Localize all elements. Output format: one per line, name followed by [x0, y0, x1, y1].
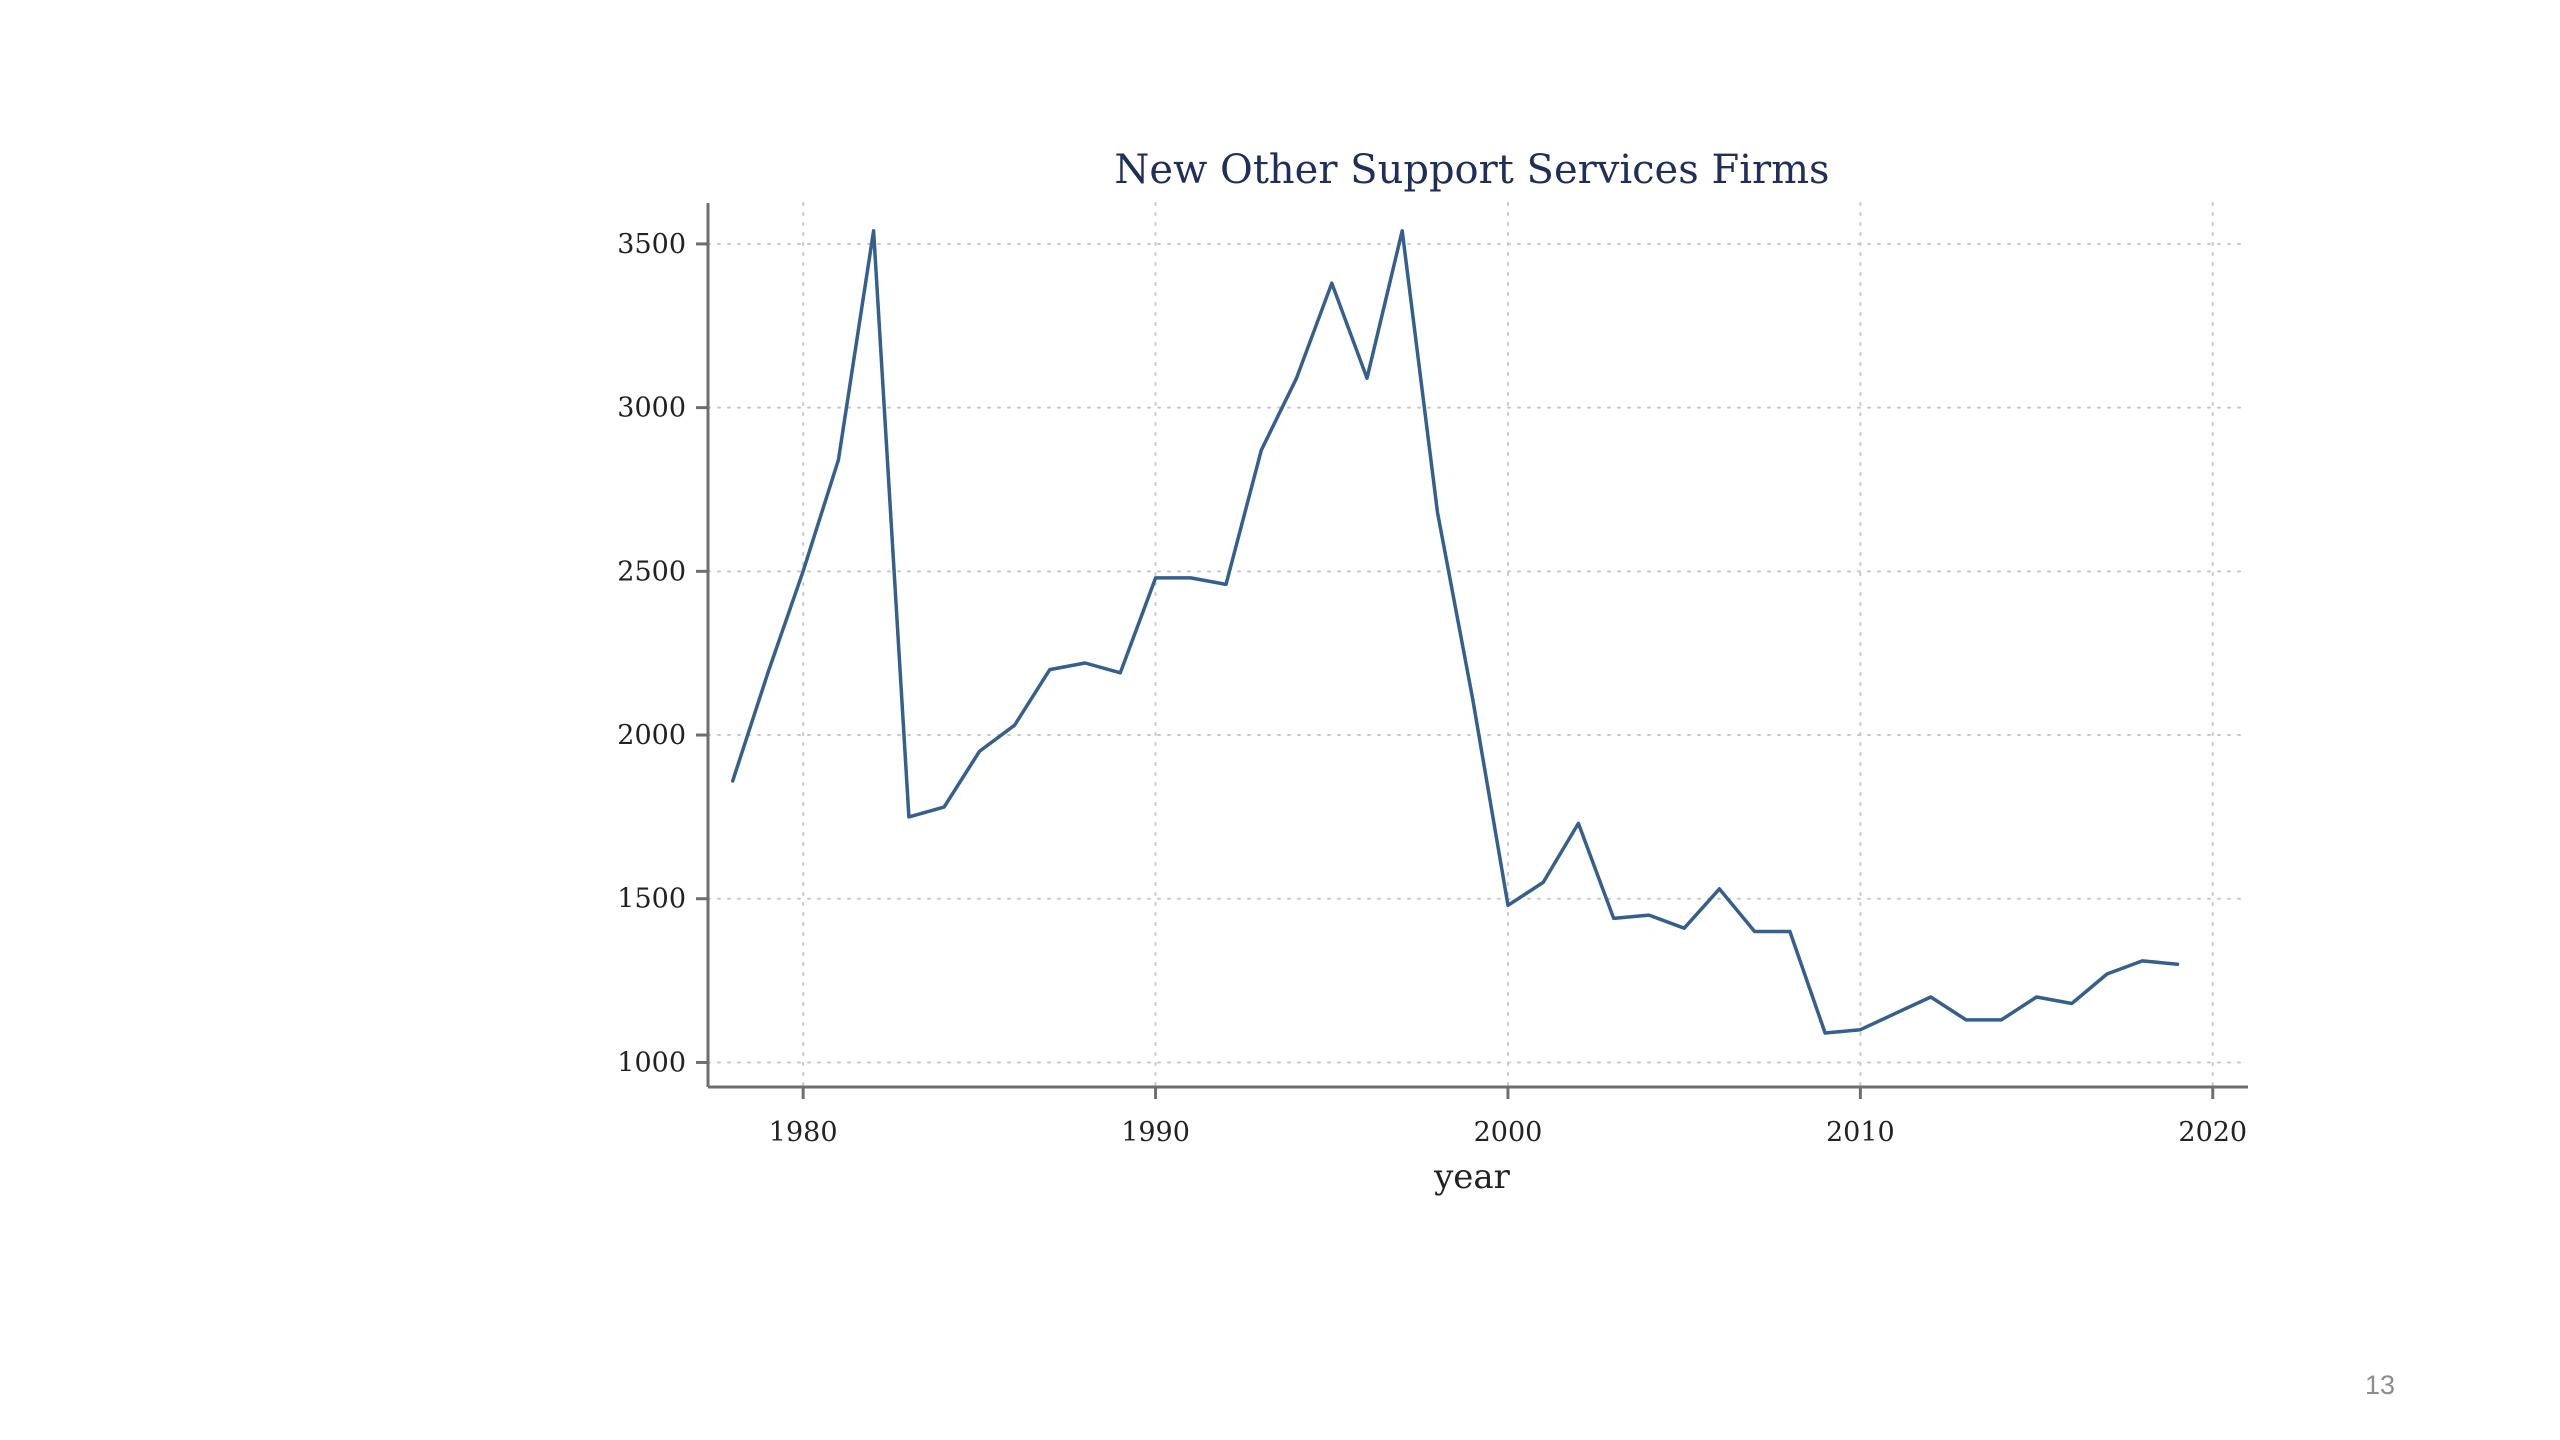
gridlines: [707, 202, 2249, 1088]
y-tick-label: 2500: [617, 556, 686, 587]
tick-labels: 1000 1500 2000 2500 3000 3500 1980 1990 2000 2010…: [617, 229, 2247, 1148]
slide-number: 13: [2364, 1370, 2396, 1400]
x-tick-label: 2020: [2178, 1117, 2247, 1148]
x-tick-label: 1980: [769, 1117, 838, 1148]
y-tick-label: 1500: [617, 884, 686, 915]
x-tick-label: 1990: [1121, 1117, 1190, 1148]
x-tick-label: 2010: [1826, 1117, 1895, 1148]
series-line: [730, 229, 2180, 1035]
y-tick-label: 1000: [617, 1047, 686, 1078]
axes: [696, 203, 2248, 1099]
series-layer: [730, 229, 2180, 1035]
chart-title: New Other Support Services Firms: [1114, 147, 1829, 193]
x-tick-label: 2000: [1474, 1117, 1543, 1148]
y-tick-label: 3000: [617, 393, 686, 424]
y-tick-label: 3500: [617, 229, 686, 260]
x-axis-title: year: [1433, 1157, 1511, 1197]
y-tick-label: 2000: [617, 720, 686, 751]
